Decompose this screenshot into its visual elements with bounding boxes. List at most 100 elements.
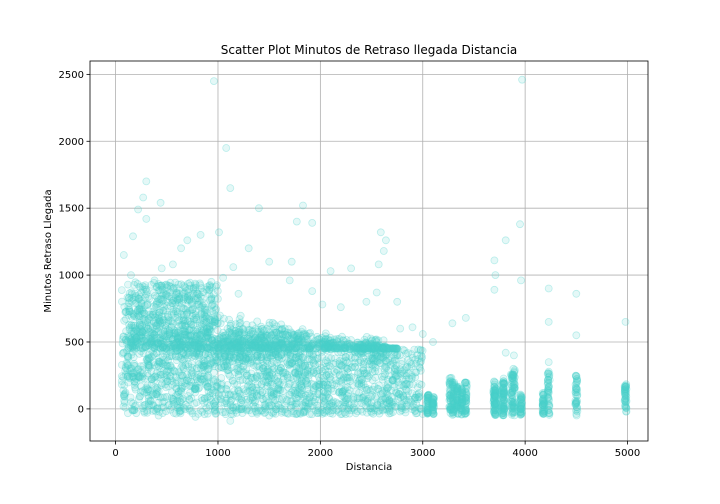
scatter-point [336, 410, 345, 419]
scatter-point [243, 382, 252, 391]
scatter-point [490, 392, 499, 401]
scatter-point [134, 372, 143, 381]
scatter-point [391, 372, 400, 381]
scatter-point [362, 297, 371, 306]
scatter-point [382, 362, 391, 371]
scatter-point [267, 374, 275, 383]
scatter-point [416, 404, 425, 413]
scatter-point [286, 373, 295, 382]
scatter-point [400, 395, 409, 404]
scatter-point [393, 366, 402, 375]
scatter-point [262, 356, 271, 365]
scatter-point [218, 398, 226, 407]
scatter-point [226, 345, 235, 354]
scatter-point [345, 359, 354, 367]
scatter-point [311, 406, 320, 415]
scatter-point [332, 379, 341, 388]
scatter-point [357, 382, 366, 391]
scatter-point [328, 401, 337, 410]
scatter-point [306, 342, 314, 351]
scatter-point [228, 406, 237, 415]
scatter-point [281, 408, 290, 417]
scatter-point [144, 397, 153, 406]
scatter-point [362, 369, 371, 378]
scatter-point [301, 367, 310, 376]
scatter-point [245, 377, 253, 386]
scatter-point [297, 376, 306, 385]
scatter-point [338, 387, 347, 396]
scatter-point [544, 358, 553, 367]
scatter-point [218, 379, 226, 388]
scatter-point [374, 260, 383, 269]
scatter-point [253, 409, 262, 418]
scatter-point [307, 397, 316, 406]
scatter-point [367, 408, 376, 417]
y-tick-label: 500 [65, 337, 84, 348]
scatter-point [164, 401, 173, 410]
scatter-point [415, 404, 424, 413]
scatter-point [166, 342, 175, 351]
scatter-point [305, 361, 314, 370]
scatter-point [295, 351, 304, 360]
scatter-point [510, 368, 519, 377]
scatter-point [230, 379, 239, 388]
scatter-point [201, 303, 209, 312]
scatter-point [294, 369, 303, 377]
scatter-point [199, 372, 208, 381]
scatter-point [352, 343, 361, 352]
scatter-point [152, 369, 161, 378]
scatter-point [154, 411, 163, 420]
scatter-point [127, 271, 135, 280]
scatter-point [355, 394, 364, 403]
scatter-point [385, 404, 394, 413]
scatter-point [157, 370, 165, 379]
scatter-point [315, 359, 324, 368]
scatter-point [262, 381, 271, 390]
scatter-point [127, 321, 136, 330]
scatter-point [211, 382, 220, 391]
scatter-point [209, 399, 218, 408]
scatter-point [409, 400, 418, 409]
scatter-point [380, 342, 389, 351]
scatter-point [382, 398, 391, 407]
scatter-point [205, 345, 214, 354]
scatter-point [490, 410, 499, 419]
scatter-point [257, 391, 265, 400]
scatter-point [304, 374, 313, 383]
scatter-point [196, 406, 205, 415]
scatter-point [346, 377, 355, 386]
scatter-point [257, 380, 266, 389]
scatter-point [399, 382, 408, 391]
scatter-point [397, 399, 406, 408]
scatter-point [177, 342, 186, 351]
scatter-point [344, 368, 353, 377]
scatter-point [337, 385, 346, 394]
scatter-point [181, 400, 190, 409]
scatter-point [136, 387, 145, 396]
scatter-point [142, 287, 151, 296]
scatter-point [188, 363, 197, 372]
scatter-point [345, 345, 354, 354]
scatter-point [221, 390, 230, 399]
scatter-point [127, 398, 136, 407]
scatter-point [314, 354, 323, 363]
scatter-point [510, 351, 518, 360]
scatter-point [136, 368, 145, 377]
scatter-point [375, 406, 384, 415]
scatter-point [279, 380, 288, 389]
scatter-point [398, 357, 407, 366]
scatter-point [309, 366, 318, 374]
scatter-point [175, 371, 184, 380]
scatter-point [397, 359, 406, 368]
scatter-point [328, 398, 337, 407]
scatter-point [117, 377, 126, 385]
scatter-point [215, 228, 223, 237]
scatter-point [265, 318, 274, 327]
scatter-point [234, 289, 243, 298]
scatter-point [244, 387, 253, 396]
scatter-point [291, 369, 300, 378]
scatter-point [268, 401, 277, 410]
scatter-point [200, 366, 209, 375]
scatter-point [365, 356, 373, 365]
scatter-point [335, 377, 344, 386]
